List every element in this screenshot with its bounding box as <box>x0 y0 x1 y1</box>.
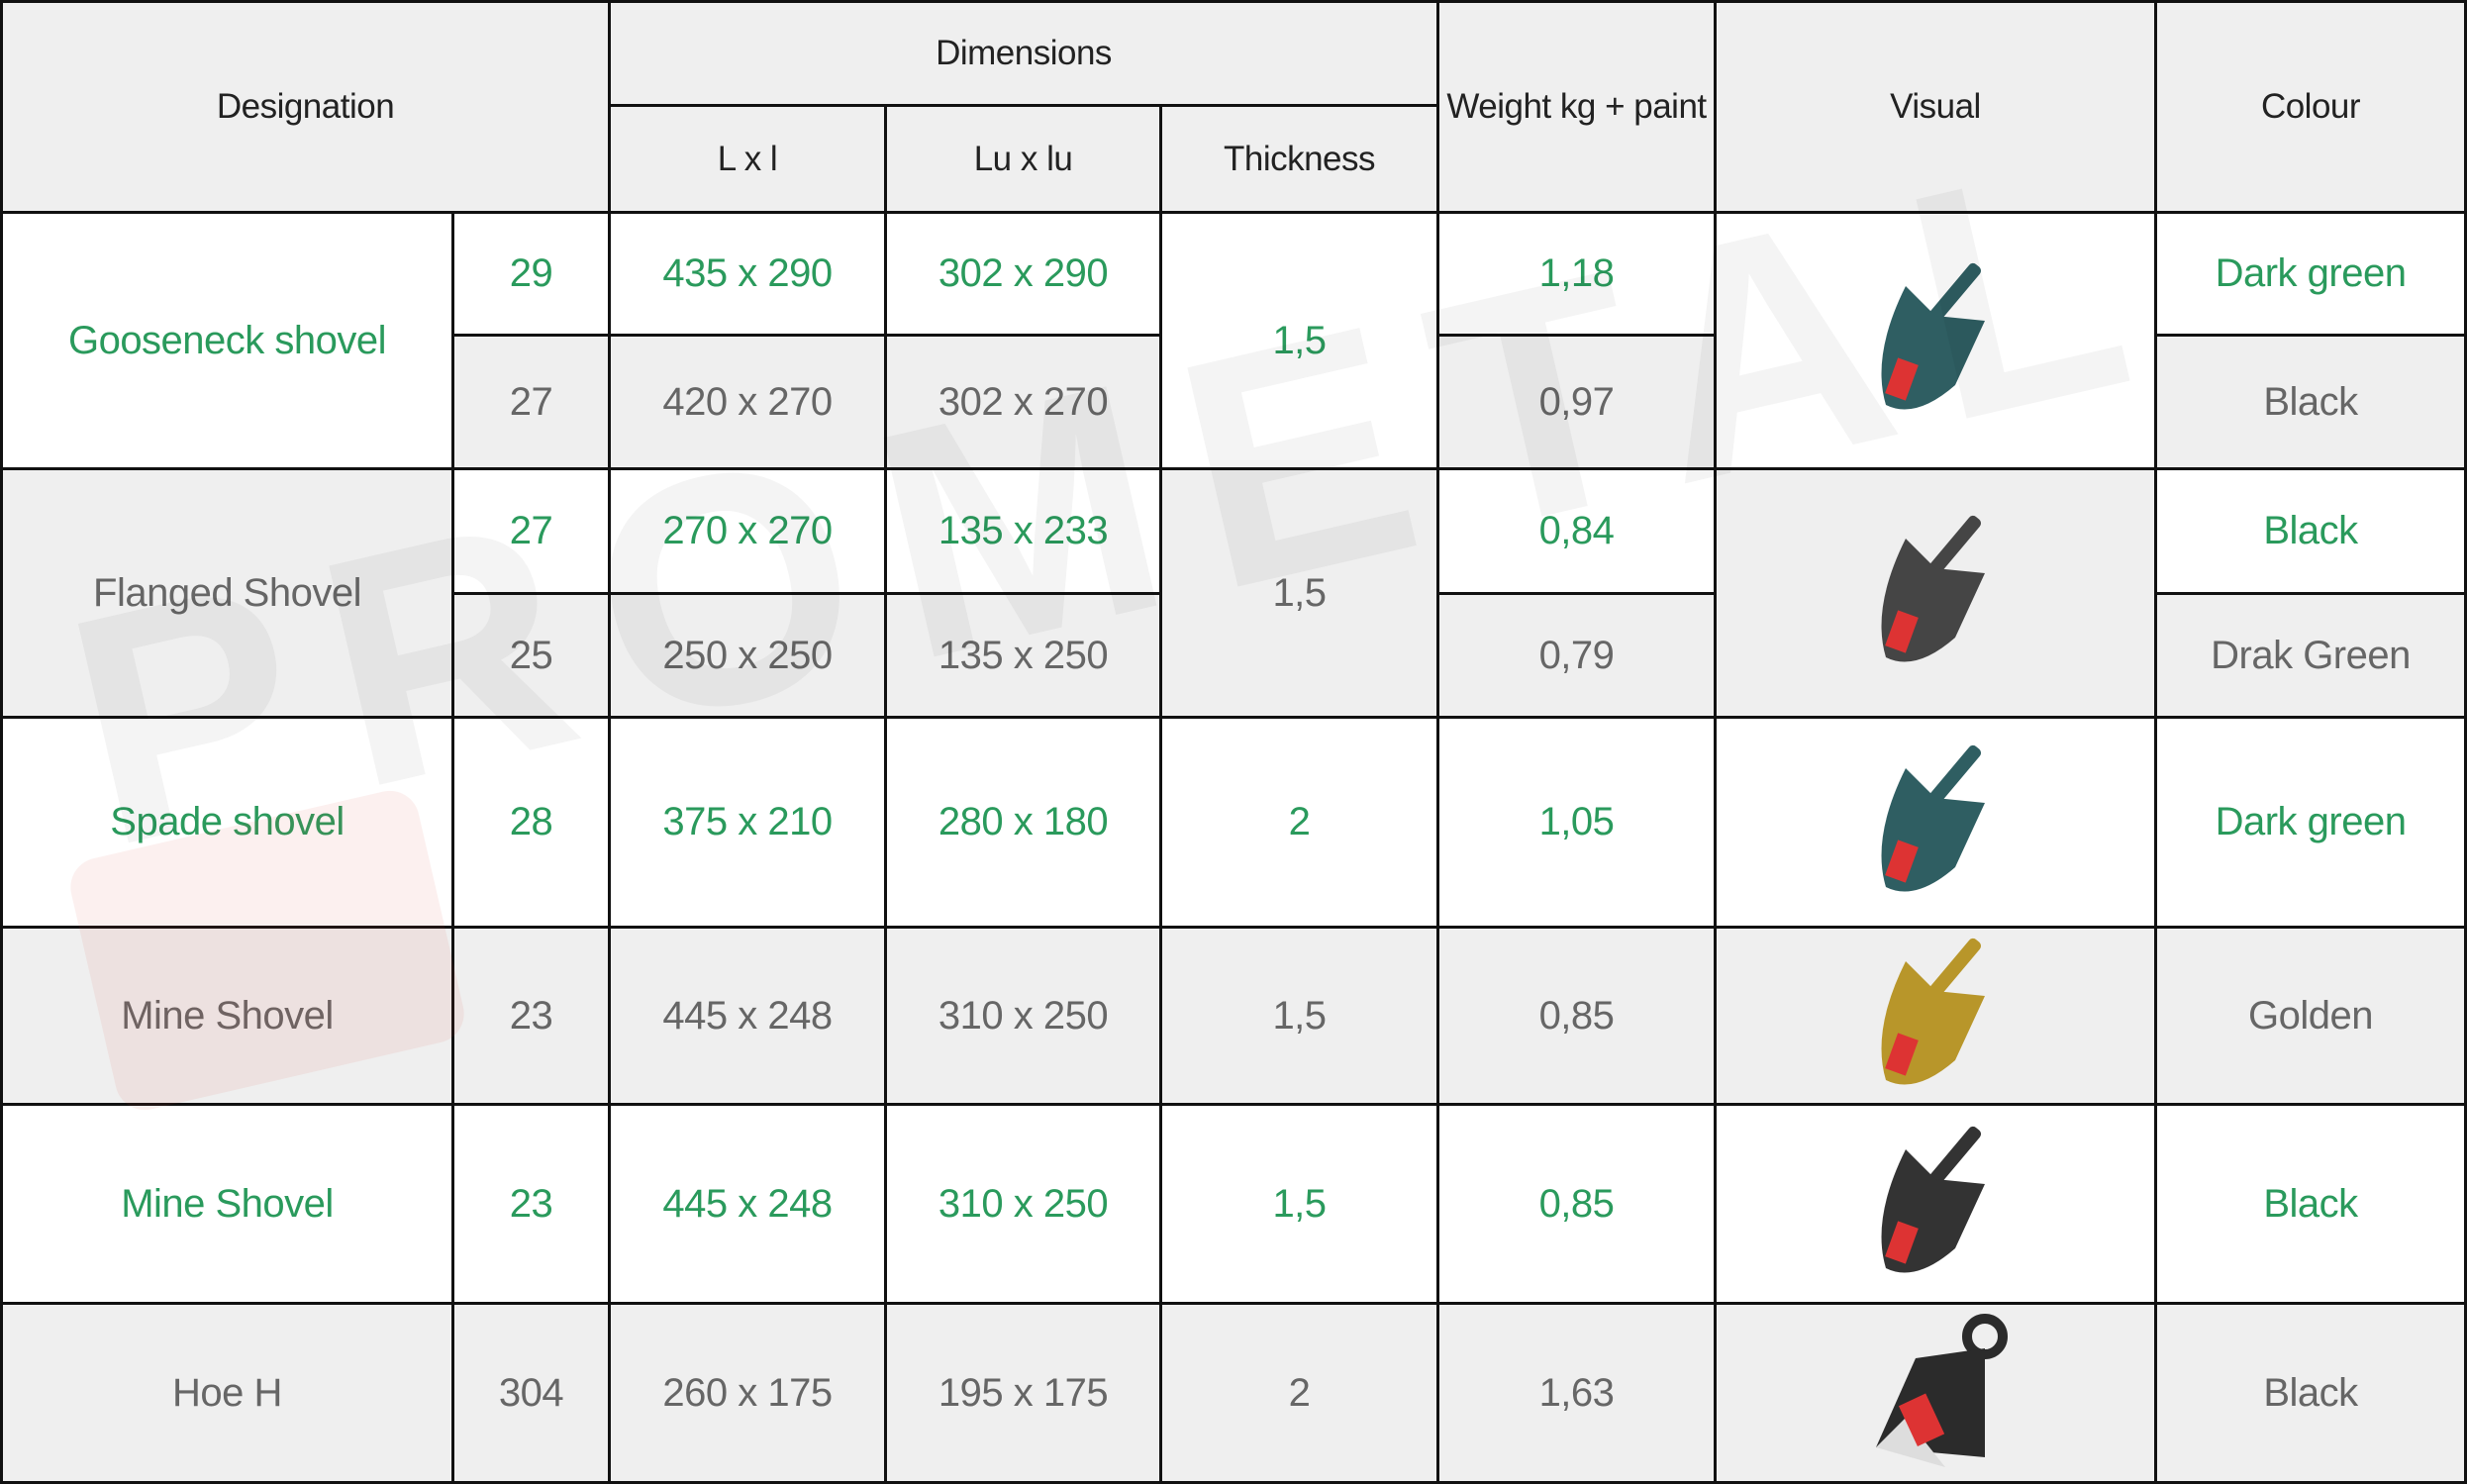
dimension-luxlu: 302 x 290 <box>887 214 1162 337</box>
colour-value: Golden <box>2157 929 2467 1106</box>
header-visual: Visual <box>1717 0 2157 214</box>
colour-value: Dark green <box>2157 214 2467 337</box>
colour-value: Dark green <box>2157 719 2467 929</box>
product-name: Gooseneck shovel <box>0 214 454 470</box>
dimension-lxl: 260 x 175 <box>611 1305 887 1484</box>
dimension-lxl: 375 x 210 <box>611 719 887 929</box>
product-visual <box>1717 929 2157 1106</box>
thickness-value: 1,5 <box>1162 214 1439 470</box>
thickness-value: 1,5 <box>1162 929 1439 1106</box>
dimension-lxl: 445 x 248 <box>611 1106 887 1305</box>
dimension-lxl: 250 x 250 <box>611 595 887 719</box>
black-hoe-image <box>1836 1299 2034 1484</box>
thickness-value: 2 <box>1162 1305 1439 1484</box>
thickness-value: 1,5 <box>1162 470 1439 719</box>
product-name: Mine Shovel <box>0 1106 454 1305</box>
product-name: Hoe H <box>0 1305 454 1484</box>
golden-mine-shovel-image <box>1836 922 2034 1110</box>
thickness-value: 2 <box>1162 719 1439 929</box>
dimension-luxlu: 310 x 250 <box>887 1106 1162 1305</box>
product-visual <box>1717 214 2157 470</box>
product-visual <box>1717 1305 2157 1484</box>
weight-value: 1,05 <box>1439 719 1717 929</box>
colour-value: Black <box>2157 1106 2467 1305</box>
weight-value: 0,84 <box>1439 470 1717 595</box>
header-colour: Colour <box>2157 0 2467 214</box>
dimension-lxl: 435 x 290 <box>611 214 887 337</box>
model-number: 25 <box>454 595 611 719</box>
thickness-value: 1,5 <box>1162 1106 1439 1305</box>
dimension-lxl: 270 x 270 <box>611 470 887 595</box>
header-luxlu: Lu x lu <box>887 107 1162 214</box>
model-number: 304 <box>454 1305 611 1484</box>
model-number: 23 <box>454 1106 611 1305</box>
product-visual <box>1717 719 2157 929</box>
model-number: 27 <box>454 470 611 595</box>
model-number: 23 <box>454 929 611 1106</box>
header-thickness: Thickness <box>1162 107 1439 214</box>
dimension-luxlu: 135 x 233 <box>887 470 1162 595</box>
header-lxl: L x l <box>611 107 887 214</box>
dimension-luxlu: 280 x 180 <box>887 719 1162 929</box>
weight-value: 1,63 <box>1439 1305 1717 1484</box>
weight-value: 1,18 <box>1439 214 1717 337</box>
product-visual <box>1717 1106 2157 1305</box>
dimension-luxlu: 135 x 250 <box>887 595 1162 719</box>
header-weight: Weight kg + paint <box>1439 0 1717 214</box>
model-number: 28 <box>454 719 611 929</box>
dimension-luxlu: 310 x 250 <box>887 929 1162 1106</box>
teal-spade-shovel-image <box>1836 729 2034 917</box>
colour-value: Drak Green <box>2157 595 2467 719</box>
header-dimensions: Dimensions <box>611 0 1439 107</box>
colour-value: Black <box>2157 1305 2467 1484</box>
model-number: 29 <box>454 214 611 337</box>
header-designation: Designation <box>0 0 611 214</box>
product-visual <box>1717 470 2157 719</box>
dimension-lxl: 445 x 248 <box>611 929 887 1106</box>
teal-gooseneck-shovel-image <box>1836 247 2034 435</box>
product-name: Mine Shovel <box>0 929 454 1106</box>
product-name: Spade shovel <box>0 719 454 929</box>
dimension-lxl: 420 x 270 <box>611 337 887 470</box>
colour-value: Black <box>2157 337 2467 470</box>
dimension-luxlu: 302 x 270 <box>887 337 1162 470</box>
weight-value: 0,79 <box>1439 595 1717 719</box>
weight-value: 0,97 <box>1439 337 1717 470</box>
black-flanged-shovel-image <box>1836 499 2034 687</box>
product-name: Flanged Shovel <box>0 470 454 719</box>
model-number: 27 <box>454 337 611 470</box>
dimension-luxlu: 195 x 175 <box>887 1305 1162 1484</box>
colour-value: Black <box>2157 470 2467 595</box>
weight-value: 0,85 <box>1439 1106 1717 1305</box>
black-mine-shovel-image <box>1836 1110 2034 1298</box>
weight-value: 0,85 <box>1439 929 1717 1106</box>
